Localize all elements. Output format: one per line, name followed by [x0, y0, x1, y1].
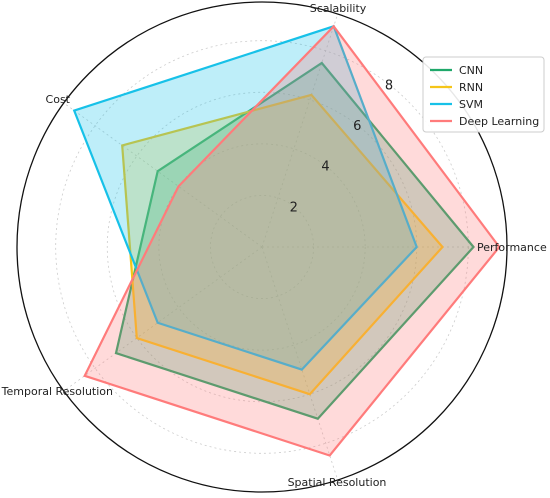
grid-spoke — [261, 246, 339, 481]
axis-label: Temporal Resolution — [1, 385, 113, 398]
grid-spoke — [261, 13, 339, 248]
legend-label: CNN — [459, 64, 483, 77]
series-area — [84, 26, 500, 456]
outer-frame — [16, 1, 508, 493]
axis-labels: Performance Scalability Cost Temporal Resol… — [1, 2, 547, 489]
axis-label: Cost — [46, 93, 71, 106]
series-area — [74, 26, 417, 370]
radial-tick-label: 4 — [321, 160, 329, 175]
legend-item: RNN — [430, 81, 483, 94]
series-area — [116, 63, 474, 419]
series-line — [114, 61, 475, 420]
legend-label: RNN — [459, 81, 483, 94]
legend-label: SVM — [459, 98, 483, 111]
legend: CNN RNN SVM Deep Learning — [422, 56, 545, 133]
axis-label: Scalability — [310, 2, 367, 15]
radial-tick-label: 8 — [385, 78, 393, 93]
series-cnn — [114, 61, 475, 420]
radial-tick-labels: 2 4 6 8 — [290, 78, 393, 215]
radial-tick-label: 2 — [290, 200, 298, 215]
legend-box — [422, 56, 545, 133]
series-deep-learning — [83, 24, 501, 457]
legend-item: CNN — [430, 64, 483, 77]
legend-label: Deep Learning — [459, 115, 539, 128]
series-line — [83, 24, 501, 457]
series-area — [122, 94, 443, 395]
series-line — [72, 24, 418, 371]
series-svm — [72, 24, 418, 371]
grid-spoke — [63, 246, 263, 392]
series-layer — [72, 24, 501, 457]
radial-tick-label: 6 — [353, 119, 361, 134]
series-rnn — [121, 93, 444, 396]
series-line — [121, 93, 444, 396]
grid-ring — [158, 143, 366, 351]
axis-label: Performance — [477, 241, 547, 254]
legend-item: Deep Learning — [430, 115, 539, 128]
legend-item: SVM — [430, 98, 483, 111]
grid-spoke — [63, 102, 263, 248]
axis-label: Spatial Resolution — [288, 476, 387, 489]
